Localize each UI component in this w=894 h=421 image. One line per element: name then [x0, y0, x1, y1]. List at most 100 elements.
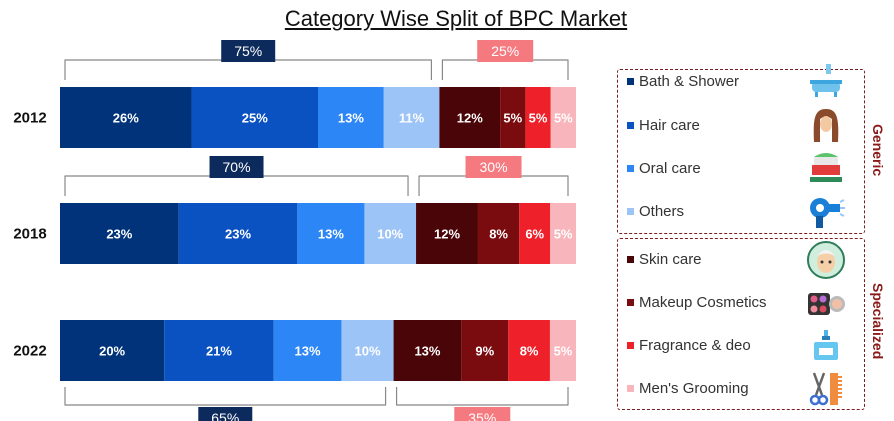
bar-segment	[273, 320, 342, 381]
bar-value-label: 10%	[377, 227, 403, 242]
group-bracket	[418, 175, 569, 196]
legend-item: Skin care	[627, 248, 702, 270]
group-share-label: 35%	[468, 410, 496, 421]
group-bracket	[64, 387, 387, 406]
legend-item: Others	[627, 200, 684, 222]
legend-item: Bath & Shower	[627, 70, 739, 92]
bar-segment	[477, 203, 520, 264]
bar-segment	[297, 203, 365, 264]
bar-segment	[383, 87, 440, 148]
group-share-label: 65%	[211, 410, 239, 421]
group-share-label: 25%	[491, 43, 519, 59]
bar-segment	[60, 87, 192, 148]
bar-value-label: 25%	[242, 111, 268, 126]
perfume-icon	[806, 326, 846, 366]
bar-segment	[191, 87, 318, 148]
bathtub-icon	[806, 62, 846, 102]
group-bracket	[64, 175, 409, 196]
bar-value-label: 6%	[525, 227, 544, 242]
bar-segment	[508, 320, 550, 381]
hair-icon	[806, 106, 846, 146]
bar-segment	[549, 320, 576, 381]
legend-item: Makeup Cosmetics	[627, 291, 767, 313]
bar-value-label: 5%	[554, 227, 573, 242]
bar-value-label: 9%	[475, 344, 494, 359]
bar-segment	[519, 203, 551, 264]
bar-value-label: 5%	[554, 111, 573, 126]
bar-value-label: 11%	[399, 111, 425, 126]
category-label: 2022	[13, 343, 46, 360]
legend-swatch	[627, 384, 634, 392]
group-bracket	[395, 387, 569, 406]
toothbrush-icon	[806, 149, 846, 189]
bar-value-label: 12%	[434, 227, 460, 242]
legend-specialized: Specialized Skin care Makeup Cosmetics Fra…	[617, 238, 886, 410]
bar-segment	[550, 87, 576, 148]
legend-label: Makeup Cosmetics	[639, 293, 767, 311]
legend-group-label-specialized: Specialized	[870, 282, 886, 360]
bar-value-label: 12%	[457, 111, 483, 126]
group-bracket	[64, 59, 433, 80]
category-label: 2018	[13, 226, 46, 243]
legend-group-label-generic: Generic	[870, 123, 886, 177]
bar-segment	[364, 203, 417, 264]
legend-swatch	[627, 121, 634, 129]
legend-label: Bath & Shower	[639, 72, 740, 90]
bar-value-label: 13%	[295, 344, 321, 359]
stacked-bar-chart: 2012 26% 25% 13% 11% 12% 5% 5% 5% 75% 25% 2018 23% 23…	[13, 40, 576, 421]
makeup-palette-icon	[806, 283, 846, 323]
bar-segment	[550, 203, 576, 264]
specialized-share-callout	[454, 407, 511, 421]
bar-value-label: 26%	[113, 111, 139, 126]
category-label: 2012	[13, 110, 46, 127]
specialized-share-callout	[477, 40, 534, 62]
legend-swatch	[627, 77, 634, 85]
bar-segment	[439, 87, 501, 148]
legend-item: Men's Grooming	[627, 377, 749, 399]
bar-segment	[318, 87, 384, 148]
legend-generic: Generic Bath & Shower Hair care Oral care O…	[617, 64, 886, 234]
chart-title: Category Wise Split of BPC Market	[284, 6, 628, 31]
legend-label: Oral care	[639, 159, 701, 177]
group-share-label: 30%	[480, 159, 508, 175]
bar-segment	[525, 87, 551, 148]
generic-share-callout	[209, 156, 264, 178]
bar-segment	[416, 203, 478, 264]
hair-dryer-icon	[806, 192, 846, 232]
legend-label: Skin care	[639, 250, 702, 268]
bar-value-label: 20%	[99, 344, 125, 359]
bar-segment	[164, 320, 274, 381]
legend-swatch	[627, 298, 634, 306]
bar-value-label: 13%	[414, 344, 440, 359]
group-share-label: 75%	[234, 43, 262, 59]
legend-swatch	[627, 255, 634, 263]
bar-value-label: 5%	[554, 344, 573, 359]
bar-segment	[60, 320, 165, 381]
legend-label: Hair care	[639, 116, 700, 134]
bar-segment	[341, 320, 394, 381]
legend-swatch	[627, 341, 634, 349]
bar-segment	[393, 320, 462, 381]
legend-item: Oral care	[627, 157, 701, 179]
bar-value-label: 23%	[225, 227, 251, 242]
bar-value-label: 5%	[529, 111, 548, 126]
legend-label: Others	[639, 202, 685, 220]
bar-segment	[60, 203, 179, 264]
bar-value-label: 13%	[318, 227, 344, 242]
scissors-comb-icon	[806, 369, 846, 409]
legend-swatch	[627, 164, 634, 172]
specialized-share-callout	[465, 156, 522, 178]
group-share-label: 70%	[223, 159, 251, 175]
bar-value-label: 5%	[503, 111, 522, 126]
bar-value-label: 8%	[520, 344, 539, 359]
bar-value-label: 23%	[106, 227, 132, 242]
bar-value-label: 10%	[354, 344, 380, 359]
bar-segment	[461, 320, 509, 381]
generic-share-callout	[198, 407, 253, 421]
legend-item: Hair care	[627, 114, 700, 136]
legend-swatch	[627, 207, 634, 215]
bar-value-label: 13%	[338, 111, 364, 126]
bar-segment	[500, 87, 526, 148]
bar-segment	[178, 203, 298, 264]
legend-label: Men's Grooming	[639, 379, 749, 397]
